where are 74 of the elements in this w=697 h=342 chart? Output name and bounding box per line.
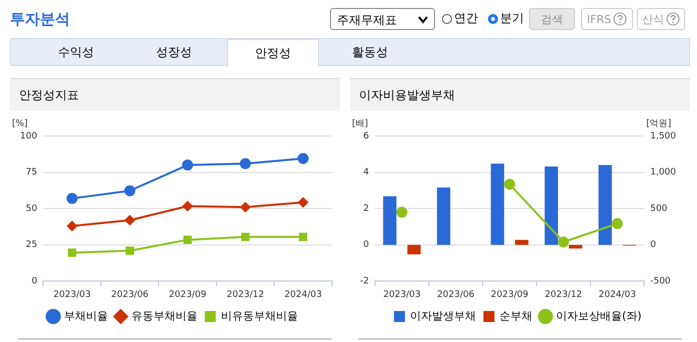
x-tick-label: 2023/06 xyxy=(437,290,475,300)
x-tick-label: 2023/03 xyxy=(383,290,421,300)
legend-label: 순부채 xyxy=(499,309,532,322)
x-tick-label: 2023/03 xyxy=(53,290,91,300)
y-tick-label: 0 xyxy=(363,240,370,250)
legend-label: 이자보상배율(좌) xyxy=(556,309,642,322)
x-tick-label: 2024/03 xyxy=(598,290,636,300)
point xyxy=(240,158,251,170)
text: 안정성 xyxy=(227,39,319,67)
y-tick-label: 4 xyxy=(363,168,370,178)
point xyxy=(66,192,78,204)
text: 성장성 xyxy=(155,44,193,61)
point xyxy=(124,215,135,226)
y-axis-title: [배] xyxy=(352,118,368,129)
point xyxy=(67,221,78,232)
x-tick-label: 2023/06 xyxy=(111,290,149,300)
point xyxy=(298,197,308,208)
chart-title: 안정성지표 xyxy=(10,78,340,111)
x-tick-label: 2023/09 xyxy=(490,290,529,300)
text: 활동성 xyxy=(351,44,389,61)
point xyxy=(240,202,250,212)
text: 연간 xyxy=(454,10,478,27)
point xyxy=(612,218,623,230)
y2-tick-label: 500 xyxy=(650,204,668,214)
bar xyxy=(490,164,504,245)
y-axis-title: [%] xyxy=(12,118,28,129)
y-tick-label: -2 xyxy=(360,276,369,287)
x-tick-label: 2024/03 xyxy=(284,290,322,300)
point xyxy=(182,160,194,171)
y-tick-label: 25 xyxy=(26,240,38,250)
y-tick-label: 75 xyxy=(26,168,38,178)
bar xyxy=(568,244,582,249)
point xyxy=(124,185,136,196)
y2-tick-label: -500 xyxy=(650,276,671,287)
bar xyxy=(436,188,450,245)
chart-title: 이자비용발생부채 xyxy=(350,78,690,111)
text: 주재무제표 xyxy=(330,8,435,30)
point xyxy=(298,153,309,164)
point xyxy=(183,236,192,244)
text: 수익성 xyxy=(57,44,95,61)
bar xyxy=(407,244,421,254)
bar xyxy=(544,166,558,245)
text: 산식 xyxy=(642,12,664,26)
point xyxy=(182,201,193,212)
point xyxy=(504,178,516,190)
point xyxy=(558,236,569,248)
y-tick-label: 2 xyxy=(363,204,369,214)
point xyxy=(298,232,308,242)
legend-label: 이자발생부채 xyxy=(410,309,476,322)
y-tick-label: 6 xyxy=(363,131,370,142)
legend-label: 유동부채비율 xyxy=(131,309,198,322)
point xyxy=(396,206,408,218)
text: IFRS xyxy=(586,12,612,26)
y-tick-label: 0 xyxy=(31,276,38,287)
text: 분기 xyxy=(500,10,524,27)
y-tick-label: 100 xyxy=(20,131,38,142)
y-tick-label: 50 xyxy=(26,204,38,214)
x-tick-label: 2023/12 xyxy=(544,290,582,300)
y2-axis-title: [억원] xyxy=(646,118,672,129)
legend-label: 부채비율 xyxy=(64,309,108,322)
point xyxy=(126,246,134,255)
point xyxy=(68,248,76,257)
bar xyxy=(515,240,528,245)
point xyxy=(241,232,250,242)
bar xyxy=(383,196,396,245)
text: 검색 xyxy=(529,8,575,30)
y2-tick-label: 1,500 xyxy=(650,131,676,142)
y2-tick-label: 0 xyxy=(650,240,656,250)
y2-tick-label: 1,000 xyxy=(650,168,676,178)
x-tick-label: 2023/09 xyxy=(168,290,207,300)
legend-label: 비유동부채비율 xyxy=(220,309,298,322)
bar xyxy=(598,165,612,245)
text: 투자분석 xyxy=(10,10,70,29)
x-tick-label: 2023/12 xyxy=(226,290,264,300)
